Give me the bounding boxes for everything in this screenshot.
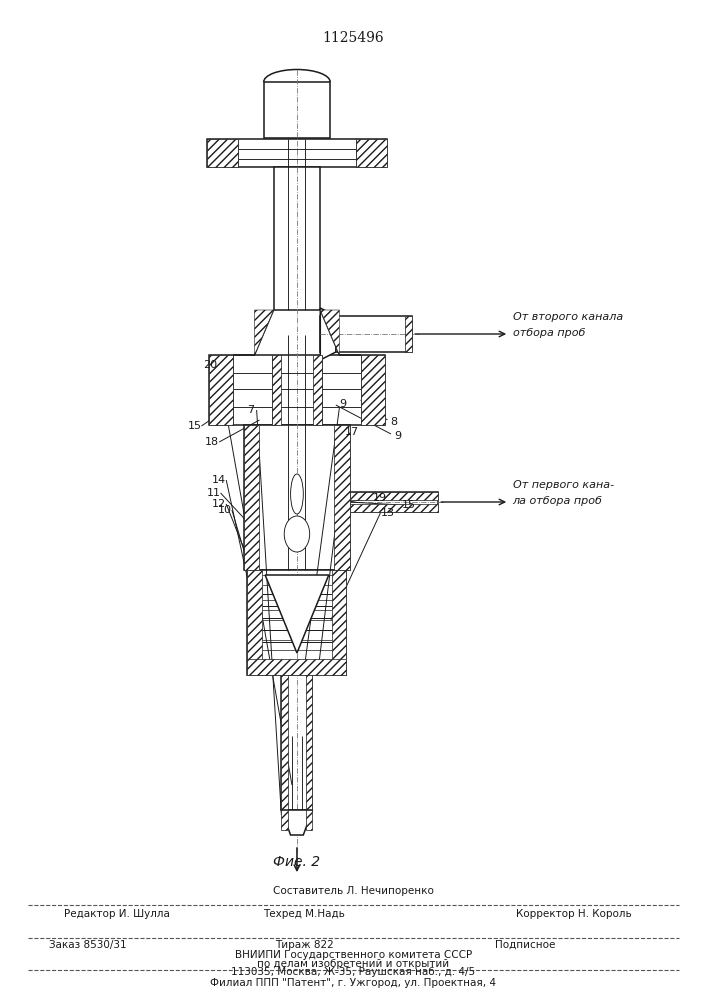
- Text: Корректор Н. Король: Корректор Н. Король: [516, 909, 632, 919]
- Text: 18: 18: [205, 437, 219, 447]
- Text: Подписное: Подписное: [495, 940, 555, 950]
- Text: отбора проб: отбора проб: [513, 328, 585, 338]
- Bar: [274, 167, 320, 310]
- Bar: [350, 492, 438, 500]
- Bar: [247, 570, 346, 675]
- Text: 9: 9: [394, 431, 401, 441]
- Text: Тираж 822: Тираж 822: [274, 940, 334, 950]
- Polygon shape: [320, 310, 339, 355]
- Bar: [361, 355, 385, 425]
- Text: 20: 20: [204, 360, 218, 370]
- Bar: [281, 675, 312, 810]
- Bar: [264, 82, 330, 138]
- Text: Техред М.Надь: Техред М.Надь: [263, 909, 345, 919]
- Text: ла отбора проб: ла отбора проб: [513, 496, 602, 506]
- Polygon shape: [320, 308, 336, 360]
- Bar: [244, 425, 259, 570]
- Text: 9: 9: [339, 399, 346, 409]
- Bar: [247, 659, 346, 675]
- Text: Филиал ППП "Патент", г. Ужгород, ул. Проектная, 4: Филиал ППП "Патент", г. Ужгород, ул. Про…: [211, 978, 496, 988]
- Text: 12: 12: [212, 499, 226, 509]
- Bar: [207, 139, 238, 167]
- Polygon shape: [255, 310, 274, 355]
- Text: 7: 7: [247, 405, 255, 415]
- Circle shape: [284, 516, 310, 552]
- Polygon shape: [265, 575, 329, 653]
- Bar: [281, 675, 288, 810]
- Text: 15: 15: [402, 500, 416, 510]
- Bar: [207, 139, 387, 167]
- Bar: [209, 355, 233, 425]
- Text: 19: 19: [373, 493, 387, 503]
- Bar: [350, 504, 438, 512]
- Text: 8: 8: [390, 417, 397, 427]
- Text: 11: 11: [206, 488, 221, 498]
- Text: 17: 17: [345, 427, 359, 437]
- Bar: [209, 355, 385, 425]
- Text: по делам изобретений и открытий: по делам изобретений и открытий: [257, 959, 450, 969]
- Bar: [405, 316, 412, 352]
- Text: 10: 10: [218, 505, 232, 515]
- Text: Редактор И. Шулла: Редактор И. Шулла: [64, 909, 170, 919]
- Bar: [350, 492, 438, 512]
- Bar: [320, 316, 412, 352]
- Bar: [281, 810, 288, 830]
- Bar: [334, 425, 350, 570]
- Bar: [247, 570, 262, 675]
- Text: ВНИИПИ Государственного комитета СССР: ВНИИПИ Государственного комитета СССР: [235, 950, 472, 960]
- Text: От второго канала: От второго канала: [513, 312, 623, 322]
- Text: 13: 13: [380, 508, 395, 518]
- Bar: [306, 810, 312, 830]
- Text: Составитель Л. Нечипоренко: Составитель Л. Нечипоренко: [273, 886, 434, 896]
- Text: Заказ 8530/31: Заказ 8530/31: [49, 940, 127, 950]
- Bar: [272, 355, 281, 425]
- Text: 1125496: 1125496: [322, 31, 385, 45]
- Bar: [306, 675, 312, 810]
- Polygon shape: [281, 810, 312, 835]
- Text: От первого кана-: От первого кана-: [513, 480, 614, 490]
- Bar: [332, 570, 346, 675]
- Bar: [356, 139, 387, 167]
- Bar: [244, 425, 350, 570]
- Text: 14: 14: [212, 475, 226, 485]
- Text: Фие. 2: Фие. 2: [274, 855, 320, 869]
- Ellipse shape: [291, 474, 303, 514]
- Text: 113035, Москва, Ж-35, Раушская наб., д. 4/5: 113035, Москва, Ж-35, Раушская наб., д. …: [231, 967, 476, 977]
- Bar: [313, 355, 322, 425]
- Text: 15: 15: [187, 421, 201, 431]
